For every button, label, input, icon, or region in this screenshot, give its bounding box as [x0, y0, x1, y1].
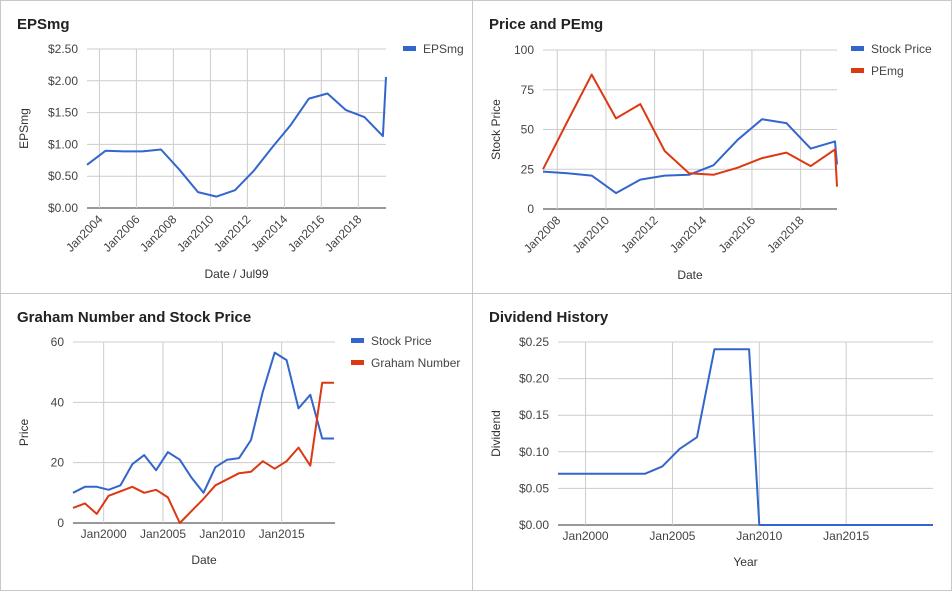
- legend-label: Graham Number: [371, 356, 460, 370]
- x-tick-label: Jan2014: [667, 213, 710, 256]
- x-tick-label: Jan2015: [823, 529, 869, 543]
- x-axis-title: Date: [677, 268, 703, 282]
- series-line-series: [558, 348, 933, 526]
- chart-title: Price and PEmg: [489, 16, 604, 33]
- y-tick-label: $0.00: [519, 518, 549, 532]
- x-tick-label: Jan2016: [285, 212, 328, 255]
- y-tick-label: $1.00: [48, 137, 78, 151]
- legend-swatch: [351, 360, 364, 365]
- legend-swatch: [851, 68, 864, 73]
- series-line-stock-price: [542, 118, 838, 195]
- y-tick-label: 50: [521, 123, 535, 137]
- legend-swatch: [403, 46, 416, 51]
- y-tick-label: $0.20: [519, 372, 549, 386]
- y-tick-label: $0.10: [519, 445, 549, 459]
- chart-panel-dividend: Dividend History $0.00 $0.05 $0.10 $0.15 $0.…: [472, 293, 952, 591]
- legend-label: Stock Price: [371, 334, 432, 348]
- y-tick-label: 60: [51, 335, 65, 349]
- chart-panel-epsmg: EPSmg $0.00 $0.50 $1.00 $1.50 $2.00 $2.50 Jan2…: [0, 0, 474, 296]
- y-tick-label: 0: [57, 516, 64, 530]
- y-tick-label: $1.50: [48, 106, 78, 120]
- y-tick-label: 100: [514, 43, 534, 57]
- x-tick-label: Jan2010: [174, 212, 217, 255]
- y-tick-label: 40: [51, 395, 65, 409]
- chart-svg-dividend: $0.00 $0.05 $0.10 $0.15 $0.20 $0.25 Jan2000 Jan…: [489, 335, 933, 569]
- x-tick-label: Jan2012: [618, 213, 661, 256]
- x-tick-label: Jan2018: [322, 212, 365, 255]
- chart-title: EPSmg: [17, 16, 70, 33]
- x-tick-label: Jan2016: [716, 213, 759, 256]
- legend-swatch: [351, 338, 364, 343]
- y-tick-label: 20: [51, 456, 65, 470]
- x-axis-title: Date: [191, 553, 217, 567]
- y-tick-label: $0.05: [519, 481, 549, 495]
- chart-title: Dividend History: [489, 309, 609, 326]
- x-tick-label: Jan2006: [100, 212, 143, 255]
- chart-panel-graham: Graham Number and Stock Price 0 20 40 60 Jan…: [0, 293, 474, 591]
- x-tick-label: Jan2010: [199, 527, 245, 541]
- x-tick-label: Jan2005: [649, 529, 695, 543]
- x-tick-label: Jan2000: [81, 527, 127, 541]
- legend-label: PEmg: [871, 64, 904, 78]
- y-tick-label: $2.00: [48, 74, 78, 88]
- chart-svg-epsmg: $0.00$0.50$1.00$1.50$2.00$2.50Jan2004Jan…: [17, 42, 464, 281]
- x-tick-label: Jan2018: [764, 213, 807, 256]
- series-line-stock-price: [72, 351, 334, 494]
- series-line-epsmg: [86, 76, 387, 198]
- y-axis-title: Stock Price: [489, 99, 503, 160]
- y-tick-label: $0.25: [519, 335, 549, 349]
- x-tick-label: Jan2004: [63, 212, 106, 255]
- x-tick-label: Jan2008: [137, 212, 180, 255]
- y-axis-title: Price: [17, 419, 31, 447]
- legend-label: Stock Price: [871, 42, 932, 56]
- y-tick-label: $0.15: [519, 408, 549, 422]
- y-axis-title: Dividend: [489, 410, 503, 457]
- y-tick-label: $0.50: [48, 169, 78, 183]
- x-tick-label: Jan2010: [736, 529, 782, 543]
- legend-swatch: [851, 46, 864, 51]
- x-axis-title: Date / Jul99: [204, 267, 268, 281]
- x-tick-label: Jan2012: [211, 212, 254, 255]
- legend-label: EPSmg: [423, 42, 464, 56]
- y-axis-title: EPSmg: [17, 108, 31, 149]
- y-tick-label: 0: [527, 202, 534, 216]
- x-tick-label: Jan2015: [259, 527, 305, 541]
- y-tick-label: 25: [521, 162, 535, 176]
- x-tick-label: Jan2014: [248, 212, 291, 255]
- chart-title: Graham Number and Stock Price: [17, 309, 252, 326]
- chart-panel-price-pe: Price and PEmg 0 25 50 75 100 Jan2008 Jan2010 J…: [472, 0, 952, 296]
- x-tick-label: Jan2000: [563, 529, 609, 543]
- y-tick-label: $0.00: [48, 201, 78, 215]
- chart-svg-graham: 0 20 40 60 Jan2000 Jan2005 Jan2010 Jan2015 Date P…: [17, 334, 460, 567]
- x-tick-label: Jan2008: [521, 213, 564, 256]
- y-tick-label: 75: [521, 83, 535, 97]
- series-line-pemg: [542, 73, 838, 187]
- x-tick-label: Jan2005: [140, 527, 186, 541]
- y-tick-label: $2.50: [48, 42, 78, 56]
- series-line-graham-number: [72, 381, 334, 524]
- x-axis-title: Year: [733, 555, 757, 569]
- x-tick-label: Jan2010: [570, 213, 613, 256]
